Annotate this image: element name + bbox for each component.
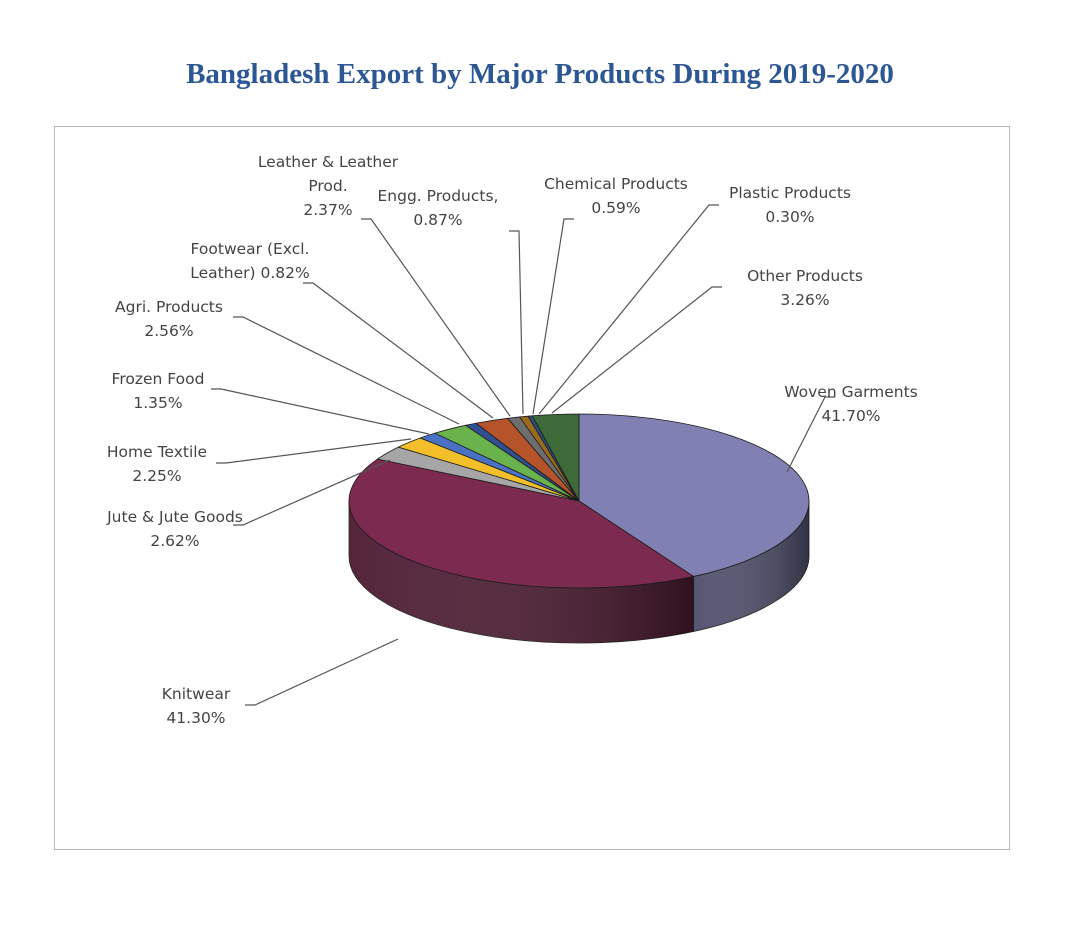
slice-label-line: 2.25% [132,467,181,485]
slice-label-line: 0.87% [413,211,462,229]
slice-0 [578,413,810,577]
leader-line-8 [509,230,524,415]
leader-line-4 [211,388,430,435]
slice-label-6: Footwear (Excl. Leather) 0.82% [190,240,309,282]
leader-line-3 [216,438,412,464]
leader-line-6 [303,282,494,419]
leader-line-0 [786,396,835,473]
slice-label-line: 1.35% [133,394,182,412]
slice-label-line: 41.70% [821,407,880,425]
slice-label-line: Leather & Leather [258,153,399,171]
slice-label-2: Jute & Jute Goods 2.62% [106,508,243,550]
leader-line-7 [361,218,511,417]
slice-label-10: Plastic Products 0.30% [729,184,851,226]
leader-line-11 [551,286,722,414]
slice-label-line: 2.56% [144,322,193,340]
slice-wall-shade-0 [693,501,809,632]
chart-title: Bangladesh Export by Major Products Duri… [186,58,894,90]
slice-11 [531,413,580,502]
slice-label-11: Other Products 3.26% [747,267,863,309]
leader-line-5 [233,316,460,425]
slice-label-line: Frozen Food [112,370,205,388]
slice-label-4: Frozen Food 1.35% [112,370,205,412]
leader-line-9 [532,218,574,415]
slice-label-line: 2.62% [150,532,199,550]
leader-lines [211,204,835,706]
slice-label-line: Woven Garments [784,383,918,401]
slice-label-line: Plastic Products [729,184,851,202]
leader-line-1 [245,638,399,706]
slice-label-line: Jute & Jute Goods [106,508,243,526]
slice-label-line: Footwear (Excl. [191,240,310,258]
slice-label-1: Knitwear 41.30% [162,685,231,727]
slice-label-line: Prod. [308,177,347,195]
chart-frame: Woven Garments 41.70% Knitwear 41.30% Jute &… [54,126,1010,850]
slice-label-7: Leather & Leather Prod. 2.37% [258,153,399,219]
slice-labels: Woven Garments 41.70% Knitwear 41.30% Jute &… [106,153,918,727]
slice-label-5: Agri. Products 2.56% [115,298,223,340]
slice-wall-shade-1 [349,501,694,643]
pie-top [348,413,810,589]
slice-label-9: Chemical Products 0.59% [544,175,688,217]
slice-label-3: Home Textile 2.25% [107,443,207,485]
slice-label-line: Leather) 0.82% [190,264,309,282]
slice-label-line: 2.37% [303,201,352,219]
slice-label-line: 0.30% [765,208,814,226]
slice-label-line: Home Textile [107,443,207,461]
slice-label-line: Engg. Products, [377,187,498,205]
slice-1 [348,458,694,589]
slice-label-line: Chemical Products [544,175,688,193]
slice-label-8: Engg. Products, 0.87% [377,187,498,229]
leader-line-10 [538,204,719,415]
slice-label-line: 3.26% [780,291,829,309]
slice-label-line: 41.30% [166,709,225,727]
slice-label-line: 0.59% [591,199,640,217]
pie-chart: Woven Garments 41.70% Knitwear 41.30% Jute &… [106,153,918,727]
slice-label-line: Knitwear [162,685,231,703]
slice-label-line: Agri. Products [115,298,223,316]
slice-label-0: Woven Garments 41.70% [784,383,918,425]
slice-label-line: Other Products [747,267,863,285]
leader-line-2 [233,459,391,526]
